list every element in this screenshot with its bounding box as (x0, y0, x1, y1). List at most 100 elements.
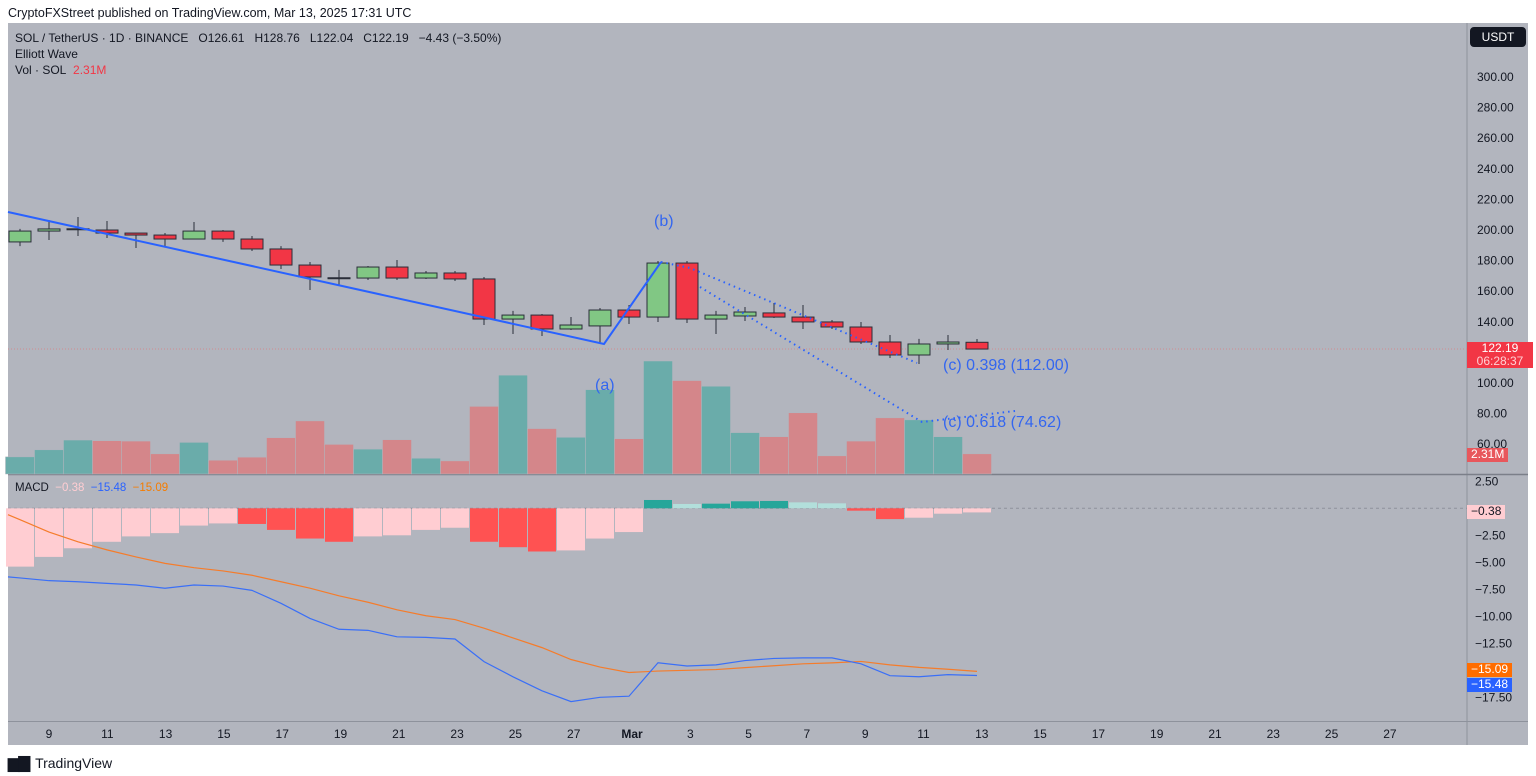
price-axis-label: 140.00 (1477, 315, 1514, 329)
volume-bar (730, 432, 760, 475)
price-axis-label: 260.00 (1477, 131, 1514, 145)
price-axis-label: 180.00 (1477, 254, 1514, 268)
macd-axis-label: −7.50 (1475, 582, 1506, 596)
time-axis-label: 17 (276, 727, 290, 741)
macd-histogram (6, 499, 991, 567)
elliott-wave-drawing[interactable] (7, 211, 1016, 424)
macd-hist-bar (644, 499, 672, 509)
macd-hist-bar (731, 501, 759, 509)
time-axis-label: 21 (1208, 727, 1222, 741)
price-change: −4.43 (−3.50%) (418, 31, 502, 45)
wave-abc-line[interactable] (7, 211, 662, 346)
volume-bar (527, 428, 557, 475)
macd-hist-bar (818, 503, 846, 509)
volume-bar (324, 444, 354, 475)
price-axis-label: 220.00 (1477, 192, 1514, 206)
time-axis-label: 13 (159, 727, 173, 741)
price-axis-label: 200.00 (1477, 223, 1514, 237)
fib-0618-projection[interactable] (699, 286, 1016, 424)
candle-body (559, 324, 583, 330)
macd-line-value: −15.48 (90, 482, 127, 494)
volume-bar (817, 455, 847, 475)
time-axis-label: 19 (1150, 727, 1164, 741)
macd-hist-bar (499, 508, 527, 548)
symbol-legend: SOL / TetherUS · 1D · BINANCE O126.61 H1… (15, 31, 501, 45)
candle-body (182, 230, 206, 240)
candle-body (646, 262, 670, 318)
macd-hist-bar (267, 508, 295, 530)
volume-bar (237, 456, 267, 475)
volume-bar (788, 412, 818, 475)
volume-bar (34, 449, 64, 475)
macd-label: MACD (15, 482, 49, 494)
time-axis-label: Mar (621, 727, 643, 741)
volume-value: 2.31M (73, 63, 107, 77)
volume-bar (933, 436, 963, 475)
candle-body (327, 277, 351, 280)
macd-hist-bar (93, 508, 121, 542)
symbol-name[interactable]: SOL / TetherUS · 1D · BINANCE (15, 31, 189, 45)
volume-bar (266, 437, 296, 475)
ohlc-close: C122.19 (363, 31, 409, 45)
footer-brand[interactable]: TradingView (35, 755, 113, 771)
macd-hist-bar (6, 508, 34, 567)
time-axis-label: 25 (1325, 727, 1339, 741)
signal-tag: −15.09 (1467, 663, 1513, 677)
volume-bar (614, 438, 644, 475)
macd-hist-value: −0.38 (55, 482, 85, 494)
macd-hist-bar (151, 508, 179, 534)
time-axis-label: 13 (975, 727, 989, 741)
price-axis-label: 60.00 (1477, 437, 1507, 451)
macd-hist-bar (557, 508, 585, 551)
fib-0398-projection[interactable] (660, 261, 918, 364)
last-price-value: 122.19 (1481, 341, 1519, 355)
time-axis-label: 11 (101, 727, 114, 741)
time-axis-label: 17 (1092, 727, 1106, 741)
axes: 300.00 280.00 260.00 240.00 220.00 200.00 180.… (46, 70, 1514, 741)
macd-hist-bar (180, 508, 208, 526)
macd-hist-bar (209, 508, 237, 524)
candle-body (820, 321, 844, 328)
candle-body (414, 272, 438, 279)
macd-hist-bar (876, 508, 904, 520)
time-axis-label: 19 (334, 727, 348, 741)
currency-button[interactable]: USDT (1470, 27, 1526, 47)
ohlc-low: L122.04 (309, 31, 354, 45)
indicator-elliott-wave[interactable]: Elliott Wave (15, 47, 78, 61)
candles (8, 216, 989, 365)
published-by: CryptoFXStreet published on TradingView.… (8, 6, 412, 20)
macd-hist-bar (354, 508, 382, 537)
time-axis-label: 21 (392, 727, 406, 741)
volume-bar (962, 453, 992, 475)
volume-bar (208, 459, 238, 475)
price-axis-label: 300.00 (1477, 70, 1514, 84)
candle-body (153, 234, 177, 240)
time-axis-label: 15 (217, 727, 231, 741)
candle-body (675, 262, 699, 320)
macd-hist-bar (963, 508, 991, 513)
time-axis-label: 3 (687, 727, 694, 741)
tradingview-logo-icon[interactable]: ▆▇ (8, 755, 30, 772)
chart-background (8, 23, 1528, 745)
macd-legend[interactable]: MACD −0.38 −15.48 −15.09 (15, 482, 168, 494)
time-axis-label: 11 (917, 727, 930, 741)
signal-line (7, 514, 978, 674)
price-axis-label: 80.00 (1477, 407, 1507, 421)
macd-hist-bar (847, 508, 875, 511)
candle-body (124, 232, 148, 236)
volume-tag: 2.31M (1467, 448, 1509, 462)
candle-body (269, 248, 293, 266)
candle-body (356, 266, 380, 279)
macd-hist-bar (702, 503, 730, 509)
time-axis-label: 27 (567, 727, 581, 741)
volume-bar (701, 385, 731, 475)
macd-hist-bar (325, 508, 353, 542)
macd-hist-bar (296, 508, 324, 539)
volume-legend[interactable]: Vol · SOL 2.31M (15, 63, 106, 77)
macd-lines (7, 514, 978, 703)
volume-bar (556, 437, 586, 475)
price-axis-label: 280.00 (1477, 101, 1514, 115)
candle-body (617, 309, 641, 318)
volume-bar (875, 417, 905, 475)
